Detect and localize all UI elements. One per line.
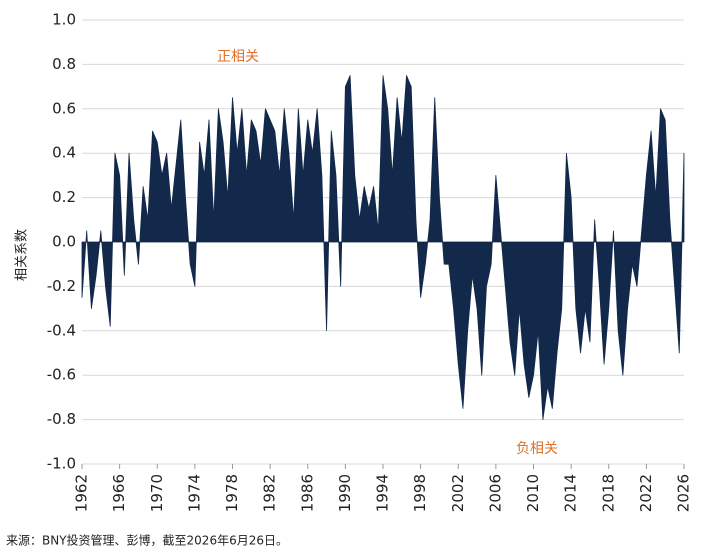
- y-tick-label: 0.6: [52, 99, 76, 117]
- x-tick-label: 2006: [486, 474, 504, 512]
- annotation: 正相关: [217, 49, 259, 65]
- annotation: 负相关: [516, 441, 558, 457]
- y-tick-label: 1.0: [52, 11, 76, 29]
- y-tick-label: -0.8: [47, 410, 76, 428]
- x-tick-label: 2002: [449, 474, 467, 512]
- x-tick-label: 2014: [562, 474, 580, 512]
- y-axis-label: 相关系数: [15, 229, 30, 281]
- x-tick-label: 1978: [223, 474, 241, 512]
- y-tick-label: 0.0: [52, 233, 76, 251]
- x-tick-label: 2018: [599, 474, 617, 512]
- y-tick-label: -1.0: [47, 455, 76, 473]
- x-tick-label: 1966: [110, 474, 128, 512]
- y-tick-label: -0.6: [47, 366, 76, 384]
- source-note: 来源：BNY投资管理、彭博，截至2026年6月26日。: [6, 533, 288, 548]
- x-tick-label: 1990: [336, 474, 354, 512]
- x-tick-label: 2010: [524, 474, 542, 512]
- y-tick-label: -0.4: [47, 321, 76, 339]
- x-tick-label: 1982: [261, 474, 279, 512]
- x-tick-label: 2026: [675, 474, 693, 512]
- x-tick-label: 1974: [185, 474, 203, 512]
- y-tick-label: -0.2: [47, 277, 76, 295]
- x-tick-label: 1986: [298, 474, 316, 512]
- y-tick-label: 0.4: [52, 144, 76, 162]
- x-tick-label: 1998: [411, 474, 429, 512]
- y-tick-label: 0.2: [52, 188, 76, 206]
- y-tick-label: 0.8: [52, 55, 76, 73]
- area: [81, 75, 685, 420]
- x-tick-label: 1970: [148, 474, 166, 512]
- x-tick-label: 1962: [73, 474, 91, 512]
- x-tick-label: 2022: [637, 474, 655, 512]
- x-tick-label: 1994: [374, 474, 392, 512]
